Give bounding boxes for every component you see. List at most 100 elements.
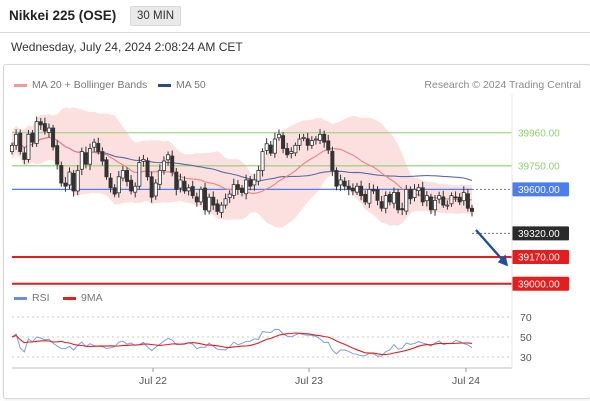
- candle-body: [157, 170, 162, 185]
- candle-body: [313, 138, 318, 141]
- candle-body: [198, 188, 203, 203]
- credit-text: Research © 2024 Trading Central: [424, 79, 581, 91]
- candle-body: [75, 170, 80, 192]
- candle-body: [391, 192, 396, 204]
- candle-body: [297, 138, 302, 146]
- rsi-line: [11, 328, 473, 357]
- candle-body: [412, 188, 417, 198]
- candle-body: [396, 192, 401, 211]
- candle-body: [14, 133, 19, 146]
- legend-rsi: RSI: [14, 292, 50, 304]
- candle-body: [260, 151, 265, 171]
- candle-body: [92, 141, 97, 148]
- candle-body: [424, 195, 429, 202]
- candle-body: [59, 165, 64, 184]
- candle-body: [100, 151, 105, 162]
- candle-body: [120, 170, 125, 179]
- candle-body: [281, 135, 286, 149]
- forecast-arrowhead: [497, 254, 509, 267]
- interval-button[interactable]: 30 MIN: [130, 6, 182, 26]
- candle-body: [285, 148, 290, 156]
- candle-body: [375, 189, 380, 201]
- x-label-jul-23: Jul 23: [295, 375, 323, 387]
- x-label-jul-22: Jul 22: [139, 375, 167, 387]
- candle-body: [104, 159, 109, 178]
- candle-body: [96, 143, 101, 153]
- candle-body: [174, 171, 179, 190]
- legend-ma20-label: MA 20 + Bollinger Bands: [32, 79, 148, 91]
- rsi-tick-70: 70: [520, 312, 532, 324]
- candle-body: [305, 138, 310, 146]
- candle-body: [449, 195, 454, 205]
- candle-body: [272, 138, 277, 154]
- candle-body: [359, 185, 364, 197]
- legend-9ma-swatch: [63, 296, 76, 300]
- candle-body: [400, 208, 405, 211]
- rsi-tick-50: 50: [520, 332, 532, 344]
- rsi-9ma-line: [11, 332, 473, 356]
- rsi-tick-30: 30: [520, 352, 532, 364]
- candle-body: [334, 170, 339, 187]
- candle-body: [211, 196, 216, 206]
- candle-body: [330, 150, 335, 171]
- candle-body: [161, 160, 166, 171]
- candle-body: [116, 176, 121, 194]
- candle-body: [252, 179, 257, 186]
- candles-group: [9, 116, 474, 218]
- candle-body: [371, 188, 376, 192]
- candle-body: [338, 179, 343, 186]
- candle-body: [125, 170, 130, 182]
- candle-body: [71, 172, 76, 192]
- level-tag-39170-00: [512, 249, 569, 264]
- header-divider: [0, 32, 590, 33]
- candle-body: [38, 121, 43, 126]
- candle-body: [276, 133, 281, 139]
- candle-body: [83, 152, 88, 165]
- candle-body: [383, 195, 388, 209]
- candle-body: [219, 204, 224, 214]
- candle-body: [108, 177, 113, 189]
- candle-body: [342, 180, 347, 187]
- level-tag-39600-00: [512, 182, 569, 197]
- candle-body: [309, 140, 314, 146]
- candle-body: [318, 133, 323, 141]
- candle-body: [9, 144, 14, 153]
- legend-ma50: MA 50: [158, 79, 206, 91]
- candle-body: [322, 133, 327, 143]
- candle-body: [437, 195, 442, 200]
- candle-body: [133, 185, 138, 193]
- candle-body: [461, 192, 466, 202]
- legend-ma50-swatch: [158, 83, 171, 87]
- bollinger-band: [12, 107, 472, 228]
- datetime-label: Wednesday, July 24, 2024 2:08:24 AM CET: [11, 40, 243, 54]
- candle-body: [350, 187, 355, 192]
- header: Nikkei 225 (OSE) 30 MIN: [0, 0, 590, 34]
- candle-body: [46, 127, 51, 133]
- candle-body: [268, 144, 273, 154]
- candle-body: [404, 188, 409, 212]
- candle-body: [420, 187, 425, 203]
- candle-body: [67, 171, 72, 186]
- legend-rsi-label: RSI: [32, 292, 50, 304]
- candle-body: [145, 160, 150, 178]
- level-label-39750-00: 39750.00: [518, 161, 560, 172]
- candle-body: [293, 144, 298, 154]
- candle-body: [346, 185, 351, 190]
- candle-body: [203, 187, 208, 211]
- candle-body: [428, 196, 433, 211]
- candle-body: [215, 203, 220, 212]
- legend-rsi-swatch: [14, 296, 27, 300]
- level-label-39600-00: 39600.00: [518, 185, 560, 196]
- candle-body: [186, 187, 191, 192]
- candle-body: [149, 176, 154, 198]
- candle-body: [223, 198, 228, 206]
- candle-body: [34, 121, 39, 144]
- candle-body: [231, 184, 236, 196]
- candle-body: [129, 179, 134, 192]
- candle-body: [416, 187, 421, 192]
- candle-body: [235, 184, 240, 190]
- candle-body: [264, 143, 269, 151]
- candle-body: [112, 187, 117, 195]
- legend-ma20: MA 20 + Bollinger Bands: [14, 79, 147, 91]
- x-label-jul-24: Jul 24: [452, 375, 480, 387]
